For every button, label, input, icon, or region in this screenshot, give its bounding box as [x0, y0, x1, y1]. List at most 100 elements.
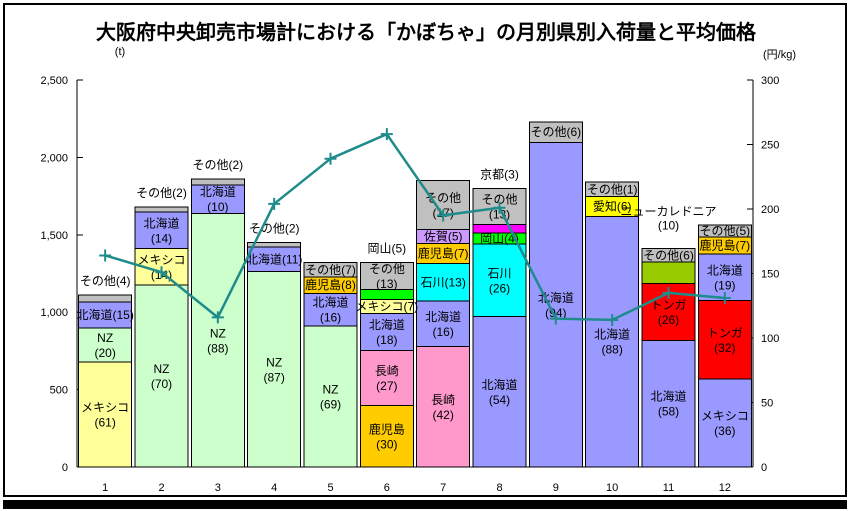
segment-label: その他(1): [587, 182, 638, 196]
bar-segment-m12-その他: [697, 224, 752, 238]
bar-segment-m12-トンガ: [697, 300, 752, 380]
segment-label-above: その他(2): [136, 186, 187, 200]
segment-label: 北海道(15): [76, 307, 133, 322]
segment-label: (32): [714, 341, 735, 355]
right-tick-label: 100: [761, 333, 779, 345]
x-tick-label: 10: [606, 482, 618, 494]
segment-label: (88): [601, 343, 622, 357]
x-tick-label: 1: [102, 482, 108, 494]
bar-segment-m2-その他: [134, 206, 189, 213]
segment-label: (54): [489, 393, 510, 407]
segment-label: 北海道: [369, 317, 405, 332]
bar-segment-m3-その他: [190, 178, 245, 186]
price-marker-6: [380, 128, 393, 141]
segment-label: (42): [432, 408, 453, 422]
price-line: [103, 132, 727, 322]
bar-segment-m4-その他: [247, 242, 302, 248]
price-marker-7: [437, 209, 450, 222]
segment-label: 愛知(6): [593, 199, 632, 213]
segment-label: NZ: [97, 331, 113, 345]
price-marker-8: [493, 201, 506, 214]
price-marker-12: [718, 292, 731, 305]
left-tick-label: 1,500: [40, 230, 68, 242]
price-marker-5: [324, 152, 337, 165]
segment-label-above: その他(2): [192, 158, 243, 172]
segment-label: トンガ: [707, 326, 743, 340]
bar-segment-m4-NZ: [247, 271, 302, 468]
price-marker-11: [662, 286, 675, 299]
price-marker-4: [268, 197, 281, 210]
x-tick-label: 4: [271, 482, 277, 494]
x-tick-label: 7: [440, 482, 446, 494]
segment-label: (70): [151, 377, 172, 391]
segment-label-above: その他(2): [249, 222, 300, 236]
segment-label: その他: [481, 192, 517, 206]
right-tick-label: 50: [761, 398, 773, 410]
segment-label: (61): [94, 416, 115, 430]
segment-label: NZ: [210, 326, 226, 340]
bar-segment-m5-その他: [303, 262, 358, 278]
segment-label: 北海道: [200, 184, 236, 199]
left-tick-label: 2,500: [40, 75, 68, 87]
segment-label: NZ: [266, 355, 282, 369]
segment-label: (16): [320, 311, 341, 325]
right-tick-label: 200: [761, 204, 779, 216]
segment-label: メキシコ: [701, 409, 749, 423]
segment-label: その他(7): [305, 263, 356, 277]
segment-label: (88): [207, 341, 228, 355]
segment-label: 石川(13): [420, 275, 465, 289]
segment-label: その他: [369, 262, 405, 276]
right-tick-label: 0: [761, 462, 767, 474]
chart-title: 大阪府中央卸売市場計における「かぼちゃ」の月別県別入荷量と平均価格: [96, 22, 756, 44]
segment-label: 長崎: [375, 364, 399, 378]
segment-label: (69): [320, 398, 341, 412]
price-marker-10: [606, 313, 619, 326]
left-axis-unit-label: (t): [114, 46, 126, 58]
segment-label: メキシコ: [81, 401, 129, 415]
segment-label: (18): [376, 333, 397, 347]
bar-segment-m11-ニューカレドニア: [641, 261, 696, 285]
segment-label: トンガ: [650, 298, 686, 312]
segment-label: 鹿児島: [369, 421, 405, 436]
segment-label: その他(6): [530, 125, 581, 139]
segment-label: (27): [376, 379, 397, 393]
bar-segment-m3-北海道: [190, 184, 245, 215]
segment-label: NZ: [154, 362, 170, 376]
left-tick-label: 0: [62, 462, 68, 474]
segment-label: (10): [207, 200, 228, 214]
segment-label-above: (10): [658, 219, 679, 233]
segment-label-above: 京都(3): [480, 167, 519, 181]
segment-label: 岡山(4): [480, 232, 519, 246]
bar-segment-m1-メキシコ: [78, 361, 133, 468]
segment-label: 北海道: [481, 377, 517, 392]
segment-label: (30): [376, 437, 397, 451]
left-tick-label: 1,000: [40, 307, 68, 319]
x-tick-label: 3: [215, 482, 221, 494]
segment-label-above: その他(4): [80, 274, 131, 288]
bar-segment-m10-北海道: [585, 215, 640, 468]
segment-label: 石川: [487, 266, 511, 280]
x-tick-label: 2: [158, 482, 164, 494]
x-tick-label: 6: [384, 482, 390, 494]
x-tick-label: 5: [327, 482, 333, 494]
segment-label: NZ: [323, 383, 339, 397]
segment-label: 鹿児島(8): [305, 277, 356, 292]
segment-label-above: 岡山(5): [367, 242, 406, 256]
segment-label: 鹿児島(7): [418, 246, 469, 261]
segment-label: (87): [263, 370, 284, 384]
bar-segment-m1-その他: [78, 294, 133, 303]
bar-segment-m6-その他: [359, 262, 414, 290]
price-marker-1: [99, 249, 112, 262]
bar-segment-m6-鹿児島: [359, 405, 414, 468]
segment-label: (19): [714, 278, 735, 292]
segment-label: 北海道: [707, 262, 743, 277]
bar-segment-m2-北海道: [134, 211, 189, 250]
chart-frame: [3, 3, 847, 497]
segment-label: 北海道: [312, 295, 348, 310]
segment-label: 北海道: [594, 327, 630, 342]
bottom-edge-bar: [3, 500, 847, 509]
segment-label: 佐賀(5): [424, 229, 463, 243]
right-tick-label: 300: [761, 75, 779, 87]
x-tick-label: 11: [663, 482, 674, 494]
